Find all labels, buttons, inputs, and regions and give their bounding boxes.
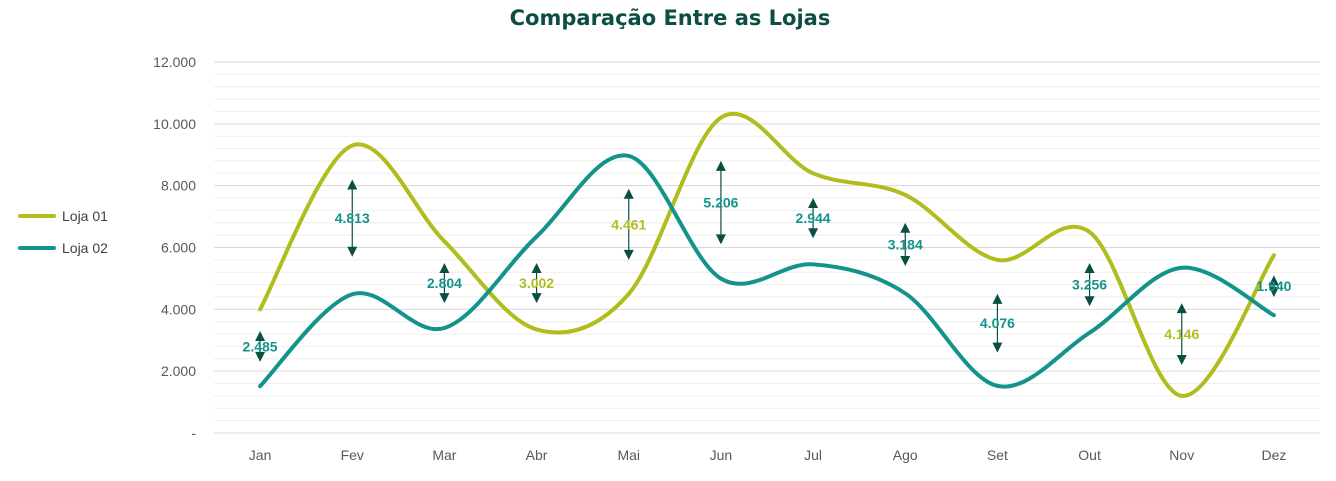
y-tick-label: 12.000 [153, 54, 196, 70]
x-tick-label: Fev [341, 447, 364, 463]
arrow-head-up [992, 293, 1003, 304]
difference-label: 3.184 [888, 236, 923, 252]
x-tick-label: Dez [1261, 447, 1286, 463]
difference-label: 1.940 [1256, 278, 1291, 294]
chart-title: Comparação Entre as Lojas [509, 6, 831, 30]
arrow-head-up [1176, 303, 1187, 314]
arrow-head-down [623, 249, 634, 260]
x-tick-label: Jul [804, 447, 822, 463]
arrow-head-down [255, 351, 266, 362]
difference-labels: 2.485 4.813 2.804 3.002 4.461 5.206 2.944 3.184… [243, 195, 1292, 355]
difference-label: 2.485 [243, 338, 278, 354]
x-tick-label: Out [1078, 447, 1101, 463]
difference-label: 4.076 [980, 315, 1015, 331]
arrow-head-down [1084, 296, 1095, 307]
difference-label: 3.002 [519, 275, 554, 291]
series-lines [258, 111, 1276, 398]
legend: Loja 01 Loja 02 [18, 200, 108, 264]
y-tick-label: 4.000 [161, 301, 196, 317]
arrow-head-down [439, 293, 450, 304]
difference-label: 2.804 [427, 275, 462, 291]
arrow-head-down [808, 228, 819, 239]
x-tick-label: Ago [893, 447, 918, 463]
y-axis: - 2.000 4.000 6.000 8.000 10.000 12.000 [153, 54, 196, 441]
difference-label: 3.256 [1072, 277, 1107, 293]
arrow-head-down [531, 293, 542, 304]
arrow-head-down [992, 342, 1003, 353]
arrow-head-down [347, 246, 358, 257]
y-tick-label: 6.000 [161, 240, 196, 256]
x-tick-label: Jun [710, 447, 733, 463]
y-tick-label: 8.000 [161, 178, 196, 194]
arrow-head-up [347, 179, 358, 190]
legend-swatch [18, 246, 56, 250]
legend-label: Loja 02 [62, 240, 108, 256]
difference-arrows [255, 160, 1279, 365]
legend-item-loja-02[interactable]: Loja 02 [18, 232, 108, 264]
arrow-head-down [900, 256, 911, 267]
x-tick-label: Nov [1169, 447, 1194, 463]
legend-swatch [18, 214, 56, 218]
arrow-head-up [900, 222, 911, 233]
y-tick-label: - [191, 425, 196, 441]
legend-item-loja-01[interactable]: Loja 01 [18, 200, 108, 232]
difference-label: 5.206 [703, 195, 738, 211]
x-tick-label: Mai [617, 447, 640, 463]
x-tick-label: Jan [249, 447, 272, 463]
y-tick-label: 10.000 [153, 116, 196, 132]
arrow-head-down [1176, 354, 1187, 365]
difference-label: 4.813 [335, 210, 370, 226]
arrow-head-up [623, 188, 634, 199]
x-tick-label: Abr [526, 447, 548, 463]
difference-label: 4.461 [611, 216, 646, 232]
arrow-head-up [1268, 275, 1279, 286]
arrow-head-down [1268, 286, 1279, 297]
arrow-head-up [531, 262, 542, 273]
difference-label: 4.146 [1164, 326, 1199, 342]
arrow-head-up [439, 262, 450, 273]
gridlines [214, 61, 1320, 434]
difference-label: 2.944 [796, 210, 831, 226]
x-tick-label: Set [987, 447, 1008, 463]
series-line-1 [258, 111, 1276, 398]
arrow-head-up [715, 160, 726, 171]
x-axis: Jan Fev Mar Abr Mai Jun Jul Ago Set Out Nov Dez [249, 447, 1287, 463]
legend-label: Loja 01 [62, 208, 108, 224]
arrow-head-up [1084, 262, 1095, 273]
arrow-head-up [808, 198, 819, 209]
series-line-2 [258, 153, 1276, 389]
y-tick-label: 2.000 [161, 363, 196, 379]
arrow-head-down [715, 234, 726, 245]
arrow-head-up [255, 330, 266, 341]
x-tick-label: Mar [432, 447, 456, 463]
